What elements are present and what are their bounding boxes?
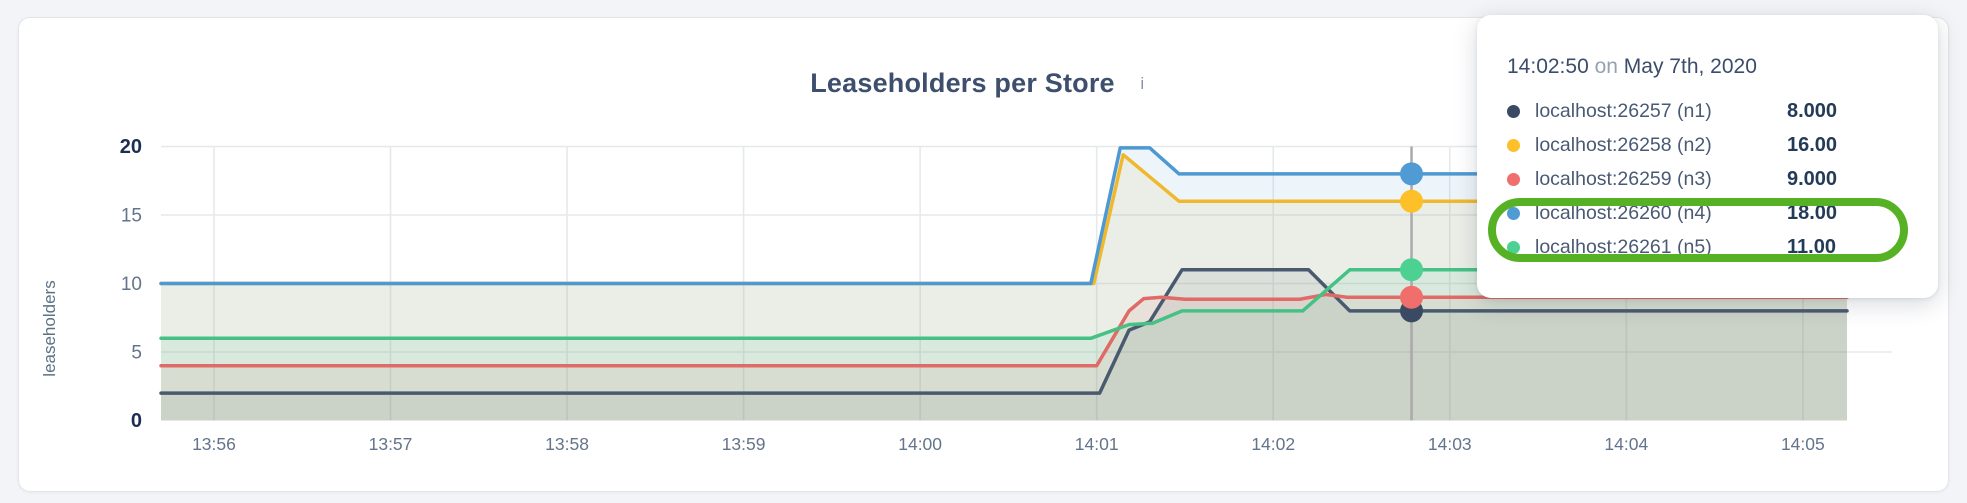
line-series-n3 — [159, 292, 1849, 368]
area-series-n5 — [161, 269, 1847, 421]
tooltip-date: May 7th, 2020 — [1623, 55, 1757, 78]
legend-row-n4: localhost:26260 (n4) 18.00 — [1507, 196, 1914, 230]
area-series-n1 — [161, 269, 1847, 421]
x-tick-label: 14:03 — [1428, 434, 1472, 454]
line-series-n5 — [159, 268, 1849, 341]
series-value: 11.00 — [1787, 235, 1836, 258]
series-label: localhost:26260 (n4) — [1535, 201, 1712, 224]
series-dot-n2 — [1507, 138, 1520, 152]
x-tick-label: 13:58 — [545, 434, 589, 454]
y-tick-label: 10 — [121, 274, 142, 295]
info-icon[interactable]: i — [1140, 73, 1145, 93]
tooltip-time: 14:02:50 — [1507, 55, 1589, 78]
y-tick-label: 15 — [121, 206, 142, 227]
y-tick-label: 20 — [120, 136, 142, 158]
x-tick-label: 14:02 — [1251, 434, 1295, 454]
series-dot-n4 — [1507, 206, 1520, 220]
area-series-n2 — [161, 154, 1847, 421]
hover-dot-n2 — [1400, 189, 1424, 213]
x-tick-label: 13:59 — [722, 434, 766, 454]
y-tick-label: 0 — [131, 410, 142, 432]
legend-row-n5: localhost:26261 (n5) 11.00 — [1507, 230, 1914, 264]
legend-row-n1: localhost:26257 (n1) 8.000 — [1507, 94, 1914, 128]
x-tick-label: 13:57 — [369, 434, 413, 454]
series-value: 16.00 — [1787, 133, 1838, 156]
chart-tooltip: 14:02:50 on May 7th, 2020 localhost:2625… — [1477, 15, 1938, 298]
area-series-n3 — [161, 294, 1847, 421]
hover-dot-n3 — [1400, 285, 1424, 309]
series-label: localhost:26261 (n5) — [1535, 235, 1712, 258]
y-tick-label: 5 — [131, 343, 142, 364]
series-label: localhost:26257 (n1) — [1535, 99, 1712, 122]
x-tick-label: 14:05 — [1781, 434, 1825, 454]
x-tick-label: 14:01 — [1075, 434, 1119, 454]
hover-dot-n4 — [1400, 162, 1424, 186]
y-axis-title: leaseholders — [40, 280, 59, 376]
x-tick-label: 13:56 — [192, 434, 236, 454]
tooltip-legend: localhost:26257 (n1) 8.000 localhost:262… — [1507, 94, 1914, 264]
series-label: localhost:26259 (n3) — [1535, 167, 1712, 190]
chart-title: Leaseholders per Store — [810, 68, 1115, 98]
hover-dot-n5 — [1400, 258, 1424, 282]
series-dot-n5 — [1507, 240, 1520, 254]
legend-row-n2: localhost:26258 (n2) 16.00 — [1507, 128, 1914, 162]
tooltip-timestamp: 14:02:50 on May 7th, 2020 — [1507, 54, 1914, 80]
chart-header: Leaseholders per Store i — [19, 68, 1948, 99]
x-tick-label: 14:04 — [1604, 434, 1648, 454]
tooltip-on: on — [1594, 55, 1618, 78]
series-value: 9.000 — [1787, 167, 1838, 190]
series-value: 18.00 — [1787, 201, 1838, 224]
series-dot-n1 — [1507, 104, 1520, 118]
series-value: 8.000 — [1787, 99, 1838, 122]
x-tick-label: 14:00 — [898, 434, 942, 454]
legend-row-n3: localhost:26259 (n3) 9.000 — [1507, 162, 1914, 196]
series-dot-n3 — [1507, 172, 1520, 186]
line-series-n4 — [159, 146, 1849, 286]
series-label: localhost:26258 (n2) — [1535, 133, 1712, 156]
